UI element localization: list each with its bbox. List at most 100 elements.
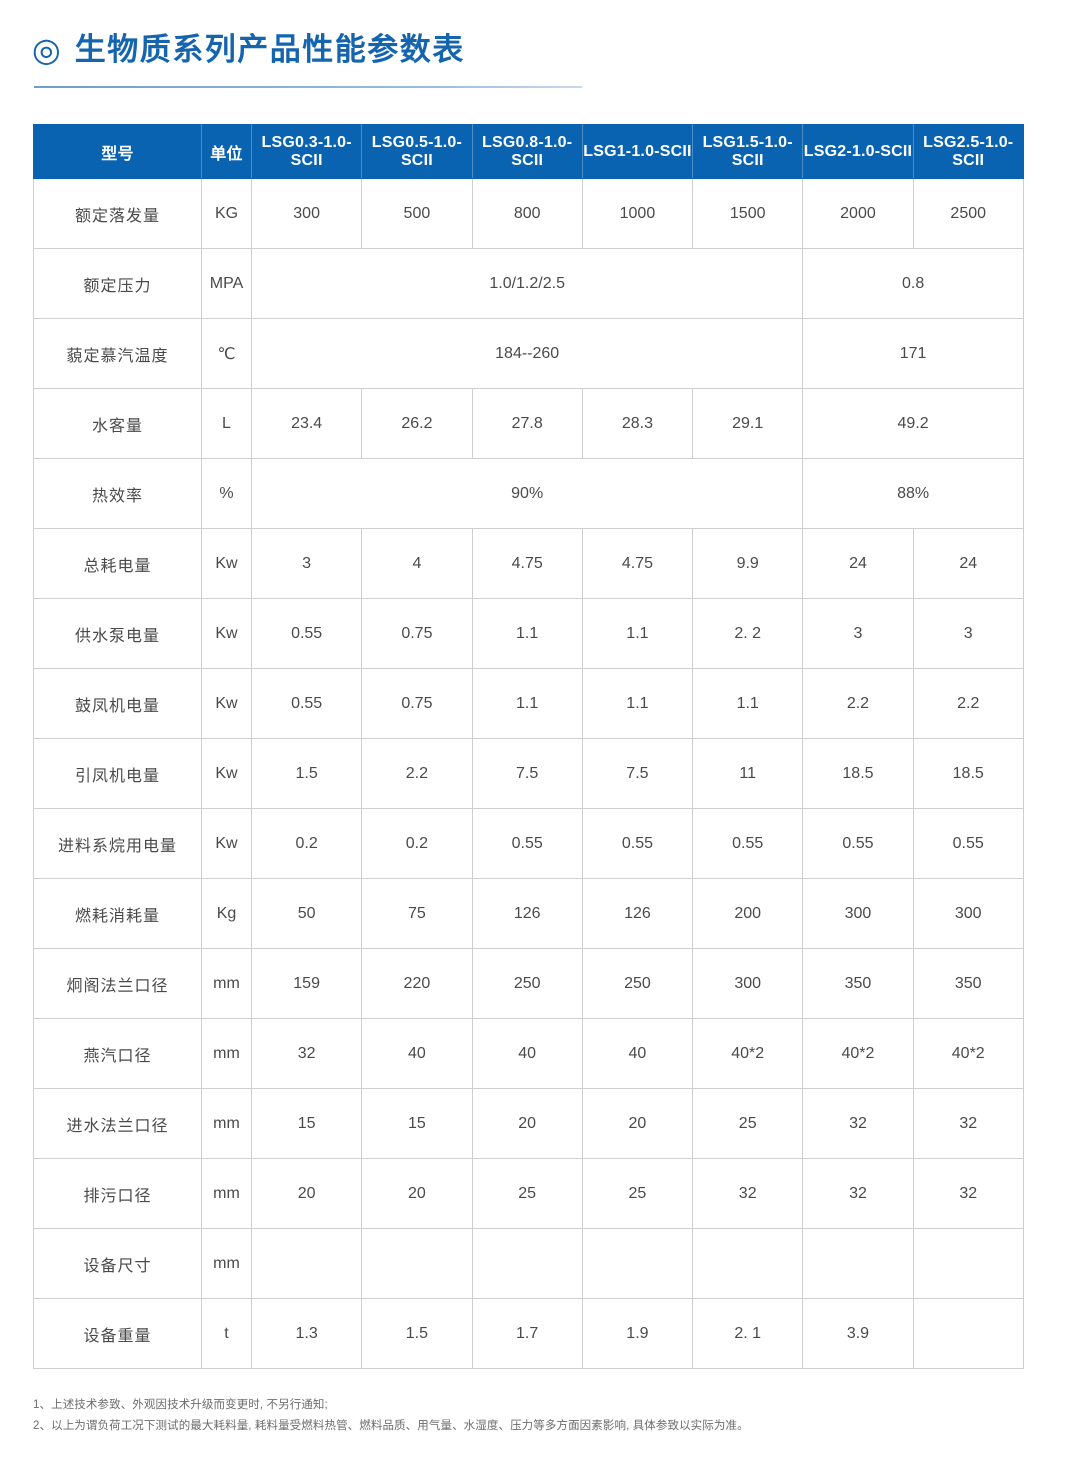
- row-label: 水客量: [33, 388, 202, 459]
- row-label: 总耗电量: [33, 528, 202, 599]
- row-label: 进料系烷用电量: [33, 808, 202, 879]
- table-cell: [471, 1228, 583, 1299]
- column-header-lsg1: LSG1-1.0-SCII: [581, 124, 694, 179]
- table-cell: 32: [250, 1018, 363, 1089]
- row-merged-cell-right: 49.2: [802, 388, 1024, 459]
- row-label: 热效率: [33, 458, 202, 529]
- table-cell: 1.1: [581, 668, 694, 739]
- table-cell: 29.1: [692, 388, 804, 459]
- page-title: 生物质系列产品性能参数表: [74, 32, 465, 68]
- table-cell: 0.55: [912, 808, 1024, 879]
- table-cell: 32: [802, 1158, 914, 1229]
- row-unit: mm: [201, 1018, 252, 1089]
- table-cell: 1000: [581, 178, 694, 249]
- table-cell: 126: [581, 878, 694, 949]
- table-cell: 23.4: [250, 388, 363, 459]
- column-header-model: 型号: [33, 124, 202, 179]
- row-label: 额定落发量: [33, 178, 202, 249]
- table-cell: 25: [692, 1088, 804, 1159]
- row-unit: t: [201, 1298, 252, 1369]
- table-row: 额定落发量 KG 300 500 800 1000 1500 2000 2500: [33, 178, 1024, 249]
- table-row: 总耗电量 Kw 3 4 4.75 4.75 9.9 24 24: [33, 528, 1024, 599]
- table-cell: 40: [581, 1018, 694, 1089]
- table-row: 进水法兰口径 mm 15 15 20 20 25 32 32: [33, 1088, 1024, 1159]
- row-unit: Kw: [201, 668, 252, 739]
- row-merged-cell-left: 184--260: [250, 318, 804, 389]
- table-cell: 1.1: [692, 668, 804, 739]
- footer-note-1: 1、上述技术参致、外观因技术升级而变更时, 不另行通知;: [33, 1399, 328, 1411]
- table-cell: 40: [471, 1018, 583, 1089]
- table-cell: 0.2: [250, 808, 363, 879]
- title-row: ◎ 生物质系列产品性能参数表: [32, 31, 1065, 68]
- table-cell: 4: [361, 528, 473, 599]
- table-row: 热效率% 90% 88%: [33, 458, 1024, 529]
- table-cell: 200: [692, 878, 804, 949]
- table-row: 进料系烷用电量 Kw 0.2 0.2 0.55 0.55 0.55 0.55 0.55: [33, 808, 1024, 879]
- row-label: 炯阁法兰口径: [33, 948, 202, 1019]
- table-cell: 27.8: [471, 388, 583, 459]
- table-cell: 40*2: [912, 1018, 1024, 1089]
- table-row: 引凤机电量 Kw 1.5 2.2 7.5 7.5 11 18.5 18.5: [33, 738, 1024, 809]
- circle-target-icon: ◎: [32, 31, 61, 68]
- row-unit: mm: [201, 1088, 252, 1159]
- table-cell: 18.5: [802, 738, 914, 809]
- table-cell: 1.1: [471, 598, 583, 669]
- row-unit: L: [201, 388, 252, 459]
- table-cell: 28.3: [581, 388, 694, 459]
- row-unit: Kw: [201, 738, 252, 809]
- row-label: 引凤机电量: [33, 738, 202, 809]
- row-label: 供水泵电量: [33, 598, 202, 669]
- row-label: 藐定慕汽温度: [33, 318, 202, 389]
- table-cell: 2. 1: [692, 1298, 804, 1369]
- table-cell: 4.75: [471, 528, 583, 599]
- row-merged-cell-right: 88%: [802, 458, 1024, 529]
- table-cell: 4.75: [581, 528, 694, 599]
- table-cell: 500: [361, 178, 473, 249]
- table-cell: 2.2: [802, 668, 914, 739]
- table-header-row: 型号 单位 LSG0.3-1.0-SCII LSG0.5-1.0-SCII LS…: [33, 124, 1024, 179]
- table-cell: 3: [250, 528, 363, 599]
- table-cell: 2500: [912, 178, 1024, 249]
- table-cell: [581, 1228, 694, 1299]
- table-head: 型号 单位 LSG0.3-1.0-SCII LSG0.5-1.0-SCII LS…: [33, 124, 1024, 179]
- row-merged-cell-left: 90%: [250, 458, 804, 529]
- table-cell: 300: [912, 878, 1024, 949]
- table-cell: [361, 1228, 473, 1299]
- table-cell: 50: [250, 878, 363, 949]
- row-unit: mm: [201, 948, 252, 1019]
- table-cell: 300: [802, 878, 914, 949]
- table-cell: 2000: [802, 178, 914, 249]
- product-spec-table: 型号 单位 LSG0.3-1.0-SCII LSG0.5-1.0-SCII LS…: [33, 124, 1024, 1369]
- table-cell: 40*2: [692, 1018, 804, 1089]
- table-cell: 20: [361, 1158, 473, 1229]
- table-cell: [912, 1298, 1024, 1369]
- row-label: 燕汽口径: [33, 1018, 202, 1089]
- title-underline-divider: [34, 86, 582, 88]
- row-label: 鼓凤机电量: [33, 668, 202, 739]
- table-cell: 11: [692, 738, 804, 809]
- table-cell: 25: [581, 1158, 694, 1229]
- table-cell: 24: [912, 528, 1024, 599]
- table-cell: 0.55: [471, 808, 583, 879]
- column-header-lsg25: LSG2.5-1.0-SCII: [912, 124, 1024, 179]
- table-cell: 24: [802, 528, 914, 599]
- table-cell: [912, 1228, 1024, 1299]
- table-cell: 1.9: [581, 1298, 694, 1369]
- table-cell: 75: [361, 878, 473, 949]
- table-cell: 0.55: [581, 808, 694, 879]
- table-cell: 0.55: [250, 598, 363, 669]
- table-cell: 250: [581, 948, 694, 1019]
- row-unit: ℃: [201, 318, 252, 389]
- table-cell: 2. 2: [692, 598, 804, 669]
- row-unit: mm: [201, 1228, 252, 1299]
- table-row: 燕汽口径 mm 32 40 40 40 40*2 40*2 40*2: [33, 1018, 1024, 1089]
- table-row: 排污口径 mm 20 20 25 25 32 32 32: [33, 1158, 1024, 1229]
- column-header-lsg2: LSG2-1.0-SCII: [802, 124, 914, 179]
- table-row: 鼓凤机电量 Kw 0.55 0.75 1.1 1.1 1.1 2.2 2.2: [33, 668, 1024, 739]
- table-cell: 15: [250, 1088, 363, 1159]
- table-cell: 3: [802, 598, 914, 669]
- table-row: 藐定慕汽温度 ℃ 184--260 171: [33, 318, 1024, 389]
- row-unit: mm: [201, 1158, 252, 1229]
- row-merged-cell-right: 171: [802, 318, 1024, 389]
